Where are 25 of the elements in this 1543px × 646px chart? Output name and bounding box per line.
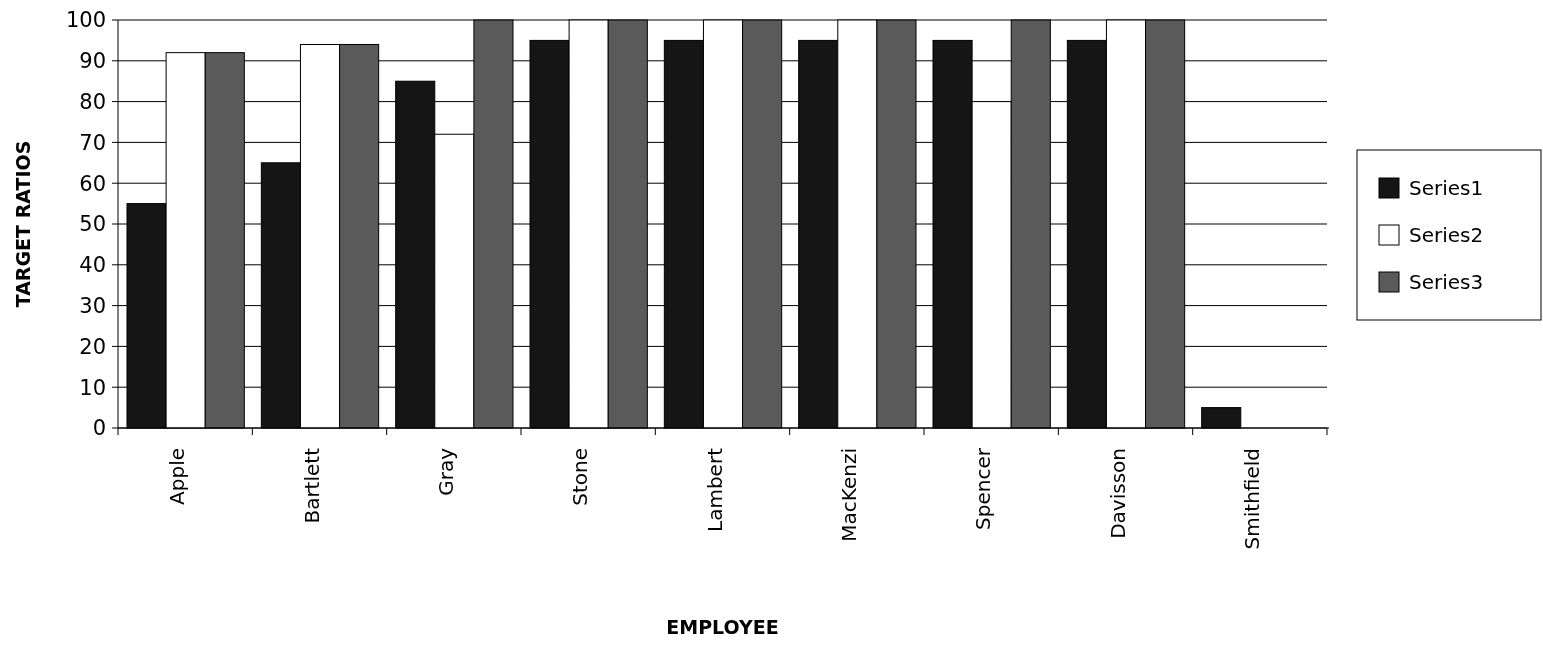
x-tick-label: Davisson <box>1105 448 1130 539</box>
y-tick-label: 60 <box>79 171 106 196</box>
x-tick-label: Stone <box>568 448 593 506</box>
x-tick-label: Bartlett <box>299 447 324 524</box>
y-tick-label: 30 <box>79 293 106 318</box>
y-tick-label: 70 <box>79 130 106 155</box>
y-tick-label: 0 <box>92 416 106 441</box>
x-tick-label: Smithfield <box>1239 448 1264 550</box>
y-tick-label: 20 <box>79 334 106 359</box>
y-axis-title: TARGET RATIOS <box>12 140 34 308</box>
legend-label: Series2 <box>1409 223 1484 247</box>
y-tick-label: 50 <box>79 212 106 237</box>
y-tick-label: 90 <box>79 49 106 74</box>
y-tick-label: 40 <box>79 253 106 278</box>
y-tick-label: 80 <box>79 89 106 114</box>
x-axis-title: EMPLOYEE <box>666 616 779 638</box>
y-tick-label: 100 <box>65 8 106 33</box>
x-tick-label: Lambert <box>702 447 727 532</box>
x-tick-label: Gray <box>433 447 458 496</box>
legend-label: Series1 <box>1409 176 1484 200</box>
y-tick-label: 10 <box>79 375 106 400</box>
x-tick-label: Spencer <box>971 447 996 530</box>
x-tick-label: Apple <box>165 448 190 505</box>
legend-label: Series3 <box>1409 270 1484 294</box>
x-tick-label: MacKenzi <box>836 448 861 542</box>
